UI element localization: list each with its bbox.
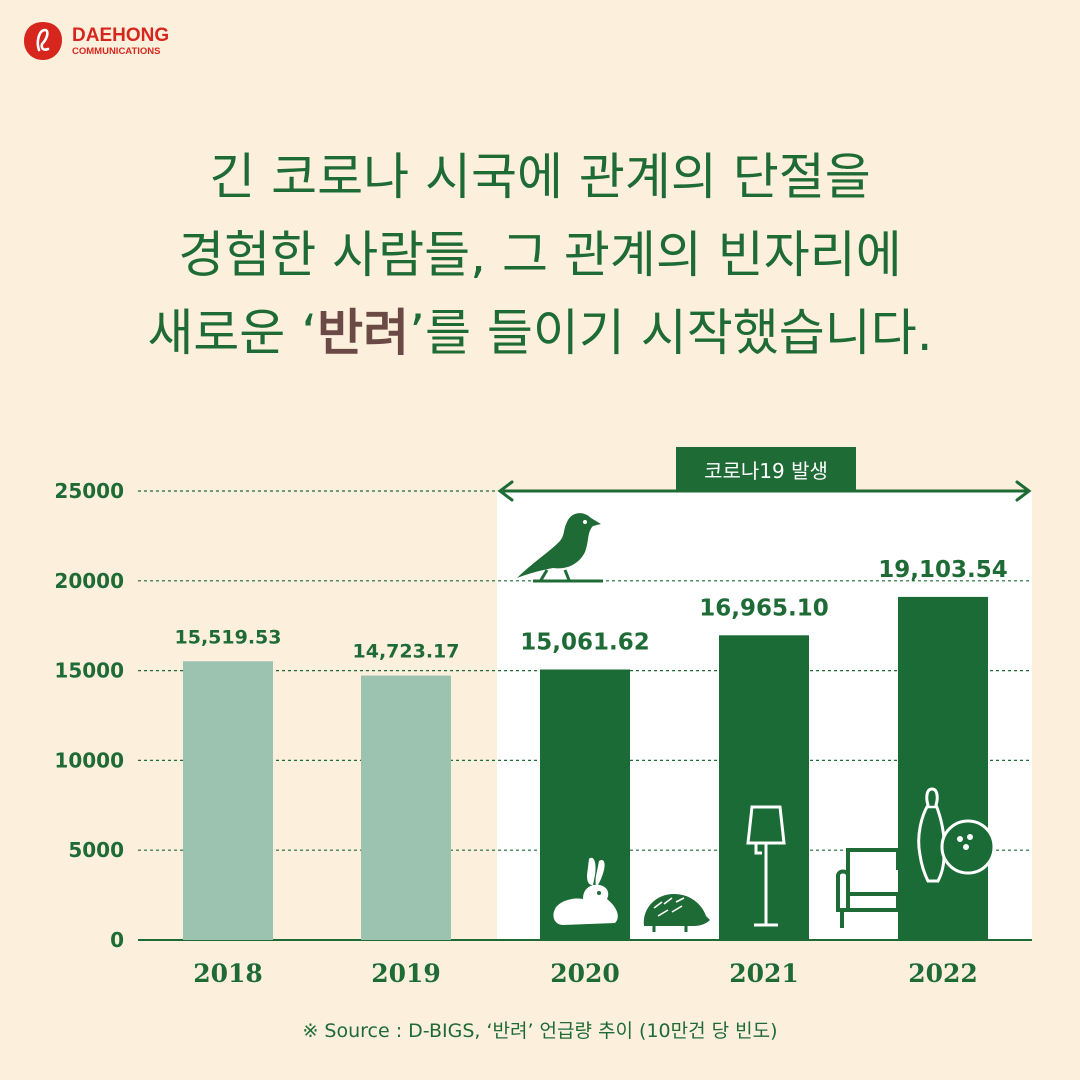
y-tick-label: 20000 (54, 569, 124, 593)
hedgehog-spikes (653, 897, 685, 917)
y-tick-label: 5000 (68, 838, 124, 862)
bowling-icon (917, 787, 996, 883)
rabbit-ear (587, 857, 596, 885)
sofa-arm (836, 869, 850, 912)
sofa-seat (848, 892, 900, 912)
source-note: ※ Source : D-BIGS, ‘반려’ 언급량 추이 (10만건 당 빈… (302, 1020, 778, 1042)
rabbit-ear-2 (595, 859, 605, 887)
x-tick-label-2018: 2018 (193, 959, 263, 988)
y-tick-label: 0 (110, 928, 124, 952)
x-tick-label-2021: 2021 (729, 959, 799, 988)
bird-eye (583, 520, 587, 524)
data-label-2020: 15,061.62 (520, 629, 650, 655)
bird-icon (517, 513, 603, 583)
brand-logo: DAEHONG COMMUNICATIONS (22, 20, 169, 62)
sofa-back (846, 848, 900, 876)
bird-legs (539, 569, 571, 581)
headline-line-3: 새로운 ‘반려’를 들이기 시작했습니다. (0, 294, 1080, 372)
bird-body (517, 513, 601, 578)
covid-arrow-right-head (1015, 480, 1032, 502)
brand-mark-icon (24, 22, 62, 60)
rabbit-body (553, 884, 618, 925)
x-tick-label-2022: 2022 (908, 959, 978, 988)
bowling-hole-1 (957, 836, 963, 842)
bowling-pin (917, 787, 946, 883)
headline-line-3-post: ’를 들이기 시작했습니다. (409, 304, 933, 362)
covid-arrow-left-head (497, 480, 514, 502)
headline-line-1: 긴 코로나 시국에 관계의 단절을 (209, 148, 871, 206)
bar-chart: 0 5000 10000 15000 20000 25000 코로나19 발생 15,519.… (54, 447, 1032, 988)
data-label-2022: 19,103.54 (878, 557, 1008, 583)
brand-name: DAEHONG (72, 24, 170, 46)
bar-2018 (183, 661, 273, 940)
sofa-icon (836, 848, 900, 928)
y-tick-label: 15000 (54, 659, 124, 683)
lamp-shade (746, 805, 786, 845)
data-label-2018: 15,519.53 (175, 626, 282, 648)
data-label-2021: 16,965.10 (699, 595, 829, 621)
headline-line-3-pre: 새로운 ‘ (147, 304, 318, 362)
brand-sub: COMMUNICATIONS (72, 45, 161, 57)
headline-highlight: 반려 (317, 304, 410, 362)
bar-2022 (898, 596, 988, 940)
covid-label-box (676, 447, 856, 491)
bowling-hole-2 (967, 834, 973, 840)
hedgehog-body (643, 894, 710, 926)
hedgehog-icon (643, 894, 710, 932)
x-tick-label-2020: 2020 (550, 959, 620, 988)
rabbit-eye (597, 891, 601, 895)
x-tick-label-2019: 2019 (371, 959, 441, 988)
covid-label: 코로나19 발생 (704, 459, 828, 483)
rabbit-icon (553, 857, 618, 925)
y-tick-label: 10000 (54, 748, 124, 772)
floor-lamp-icon (746, 805, 786, 927)
headline: 긴 코로나 시국에 관계의 단절을 경험한 사람들, 그 관계의 빈자리에 새로… (0, 138, 1080, 372)
hedgehog-legs (652, 926, 688, 932)
lamp-pull (754, 843, 762, 855)
headline-line-2: 경험한 사람들, 그 관계의 빈자리에 (178, 226, 902, 284)
bar-2019 (361, 675, 451, 940)
data-label-2019: 14,723.17 (353, 641, 460, 663)
bowling-hole-3 (963, 844, 969, 850)
y-tick-label: 25000 (54, 479, 124, 503)
bar-2021 (719, 635, 809, 940)
